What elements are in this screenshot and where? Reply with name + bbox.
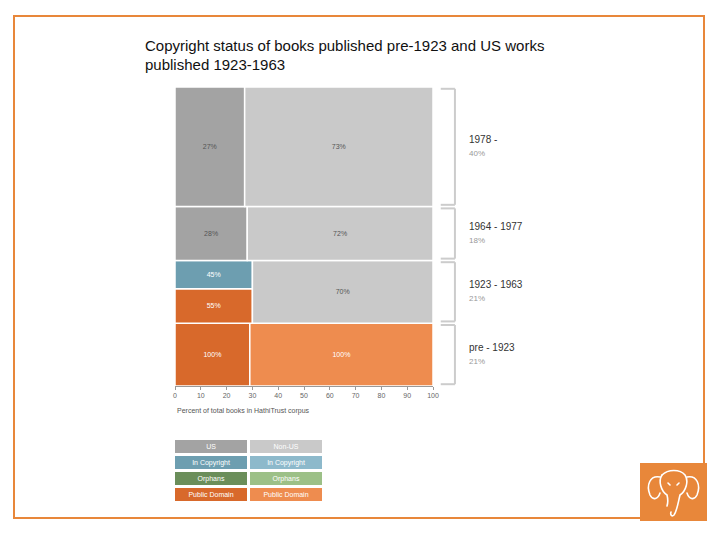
- svg-text:18%: 18%: [469, 236, 485, 245]
- svg-text:100%: 100%: [332, 351, 350, 358]
- svg-text:30: 30: [249, 392, 257, 399]
- html-text:Non-US: Non-US: [273, 443, 299, 450]
- html-text:In Copyright: In Copyright: [267, 459, 305, 466]
- svg-text:10: 10: [197, 392, 205, 399]
- svg-text:45%: 45%: [207, 271, 221, 278]
- svg-text:Percent of total books in Hath: Percent of total books in HathiTrust cor…: [177, 407, 310, 415]
- svg-text:70: 70: [352, 392, 360, 399]
- svg-text:50: 50: [300, 392, 308, 399]
- svg-text:pre - 1923: pre - 1923: [469, 342, 515, 353]
- html-text:US: US: [206, 443, 216, 450]
- html-text:Orphans: Orphans: [272, 475, 300, 482]
- svg-text:90: 90: [403, 392, 411, 399]
- svg-text:1923 - 1963: 1923 - 1963: [469, 279, 523, 290]
- svg-text:40%: 40%: [469, 149, 485, 158]
- svg-text:21%: 21%: [469, 294, 485, 303]
- html-text:Public Domain: Public Domain: [188, 491, 234, 498]
- svg-text:20: 20: [223, 392, 231, 399]
- svg-text:100: 100: [427, 392, 439, 399]
- html-text:In Copyright: In Copyright: [192, 459, 230, 466]
- svg-text:0: 0: [173, 392, 177, 399]
- svg-text:73%: 73%: [332, 143, 346, 150]
- html-text:Public Domain: Public Domain: [263, 491, 309, 498]
- svg-text:60: 60: [326, 392, 334, 399]
- svg-text:100%: 100%: [203, 351, 221, 358]
- svg-text:1978 -: 1978 -: [469, 134, 497, 145]
- svg-text:70%: 70%: [336, 288, 350, 295]
- html-text:Orphans: Orphans: [197, 475, 225, 482]
- svg-text:21%: 21%: [469, 357, 485, 366]
- svg-text:27%: 27%: [203, 143, 217, 150]
- svg-text:28%: 28%: [204, 230, 218, 237]
- svg-text:55%: 55%: [207, 302, 221, 309]
- svg-text:80: 80: [378, 392, 386, 399]
- svg-text:72%: 72%: [333, 230, 347, 237]
- svg-text:1964 - 1977: 1964 - 1977: [469, 221, 523, 232]
- svg-text:40: 40: [274, 392, 282, 399]
- html-text:Copyright status of books publ: Copyright status of books published pre-…: [145, 37, 545, 73]
